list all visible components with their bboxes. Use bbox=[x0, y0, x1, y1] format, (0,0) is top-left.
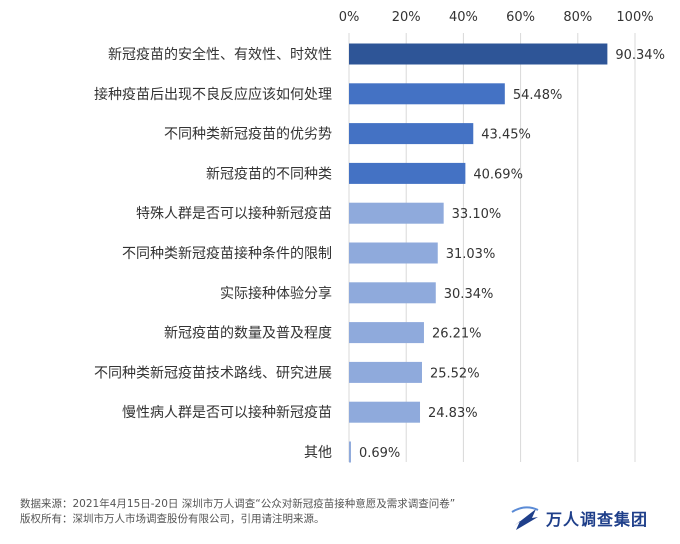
value-label: 30.34% bbox=[444, 287, 494, 302]
data-source-note: 数据来源：2021年4月15日-20日 深圳市万人调查“公众对新冠疫苗接种意愿及… bbox=[20, 498, 456, 510]
value-label: 90.34% bbox=[615, 48, 665, 63]
category-label: 新冠疫苗的安全性、有效性、时效性 bbox=[108, 46, 332, 63]
bar bbox=[349, 441, 351, 463]
company-logo: 万人调查集团 bbox=[510, 504, 648, 532]
category-label: 慢性病人群是否可以接种新冠疫苗 bbox=[122, 404, 332, 421]
wanren-logo-icon bbox=[511, 506, 539, 530]
bar bbox=[349, 401, 421, 423]
category-label: 新冠疫苗的不同种类 bbox=[206, 166, 332, 182]
category-label: 特殊人群是否可以接种新冠疫苗 bbox=[136, 205, 332, 222]
value-label: 31.03% bbox=[446, 247, 496, 262]
value-label: 26.21% bbox=[432, 327, 482, 342]
bar bbox=[349, 162, 466, 184]
x-tick-label: 40% bbox=[449, 10, 478, 25]
category-label: 不同种类新冠疫苗技术路线、研究进展 bbox=[94, 365, 332, 381]
bar bbox=[349, 43, 608, 65]
footer: 数据来源：2021年4月15日-20日 深圳市万人调查“公众对新冠疫苗接种意愿及… bbox=[20, 497, 455, 527]
x-tick-label: 20% bbox=[392, 10, 421, 25]
value-label: 40.69% bbox=[473, 167, 523, 182]
x-tick-label: 0% bbox=[339, 10, 360, 25]
bar bbox=[349, 322, 424, 344]
bar bbox=[349, 242, 438, 264]
value-label: 24.83% bbox=[428, 406, 478, 421]
copyright-note: 版权所有：深圳市万人市场调查股份有限公司，引用请注明来源。 bbox=[20, 513, 325, 525]
category-label: 新冠疫苗的数量及普及程度 bbox=[164, 326, 332, 342]
category-label: 实际接种体验分享 bbox=[220, 285, 332, 302]
bar bbox=[349, 123, 474, 145]
bar-chart: 0% 20% 40% 60% 80% 100% 新冠疫苗的安全性、有效性、时效性 90.34%… bbox=[94, 10, 665, 463]
value-label: 54.48% bbox=[513, 88, 563, 103]
bar bbox=[349, 361, 422, 383]
value-label: 25.52% bbox=[430, 366, 480, 381]
bar bbox=[349, 282, 436, 304]
x-tick-label: 100% bbox=[616, 10, 653, 25]
category-label: 不同种类新冠疫苗的优劣势 bbox=[164, 127, 332, 143]
value-label: 0.69% bbox=[359, 446, 400, 461]
category-label: 不同种类新冠疫苗接种条件的限制 bbox=[122, 245, 332, 262]
logo-text: 万人调查集团 bbox=[546, 510, 649, 529]
category-label: 接种疫苗后出现不良反应应该如何处理 bbox=[94, 86, 332, 103]
bar bbox=[349, 83, 505, 105]
category-label: 其他 bbox=[304, 445, 332, 461]
x-tick-label: 80% bbox=[563, 10, 592, 25]
value-label: 33.10% bbox=[452, 207, 502, 222]
value-label: 43.45% bbox=[481, 128, 531, 143]
bar bbox=[349, 202, 444, 224]
x-tick-label: 60% bbox=[506, 10, 535, 25]
